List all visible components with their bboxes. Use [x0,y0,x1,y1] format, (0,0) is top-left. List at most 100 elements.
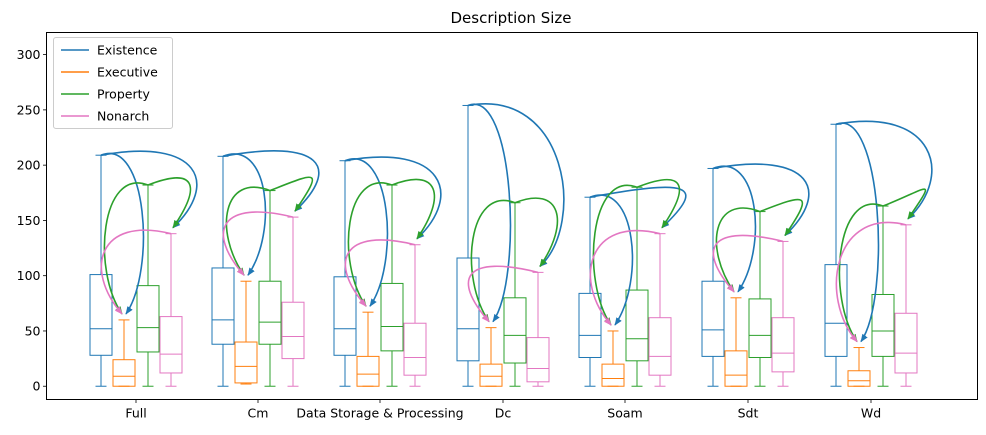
box-nonarch [403,244,427,387]
box-body [771,317,795,373]
plot-area: 0 50 100 150 200 250 300 Full Cm Data Storage & P… [17,47,933,421]
box-body [258,280,282,345]
legend-label: Executive [97,65,158,80]
box-property [748,211,772,387]
arrow-nonarch-to-executive [222,211,294,276]
box-existence [333,160,357,387]
box-body [871,293,895,357]
y-tick-label: 50 [25,323,41,338]
box-property [258,190,282,387]
arrow-existence-to-executive [589,194,634,326]
box-property [136,184,160,387]
arrow-existence-to-nonarch [100,150,198,229]
arrow-existence-to-executive [835,122,880,343]
arrow-property-to-nonarch [269,176,314,212]
arrow-nonarch-to-executive [712,234,784,293]
box-existence [701,167,725,387]
arrow-property-to-executive [103,182,149,315]
arrow-existence-to-nonarch [589,186,687,229]
legend: Existence Executive Property Nonarch [53,37,173,129]
chart-title: Description Size [451,9,572,27]
arrow-existence-to-nonarch [222,150,320,212]
arrow-existence-to-nonarch [344,156,442,240]
box-existence [456,104,480,387]
arrow-property-to-nonarch [391,178,436,240]
box-body [748,298,772,358]
arrow-existence-to-executive [344,158,389,307]
arrow-property-to-nonarch [759,198,804,237]
box-executive [847,347,871,387]
y-tick-label: 250 [17,102,41,117]
box-body [333,276,357,356]
arrow-property-to-executive [347,182,393,307]
box-body [526,337,550,383]
box-executive [234,280,258,385]
box-body [601,363,625,387]
box-body [211,267,235,345]
arrow-property-to-executive [470,199,516,323]
box-executive [601,330,625,387]
box-body [403,322,427,376]
arrow-property-to-nonarch [147,177,192,229]
arrow-property-to-executive [838,203,884,343]
x-tick-label: Full [125,406,146,421]
box-property [625,186,649,387]
box-body [824,264,848,357]
box-body [281,301,305,360]
arrow-nonarch-to-executive [835,221,907,343]
arrow-existence-to-nonarch [835,120,933,220]
box-body [112,359,136,387]
arrow-existence-to-executive [712,165,757,293]
box-body [648,317,672,376]
box-body [234,341,258,384]
box-property [380,184,404,387]
box-body [136,285,160,353]
arrow-existence-to-executive [467,103,512,323]
arrow-property-to-executive [225,186,271,276]
legend-label: Existence [97,43,158,58]
box-body [380,282,404,352]
arrow-property-to-nonarch [636,178,681,229]
box-nonarch [894,224,918,387]
x-tick-label: Data Storage & Processing [296,406,463,421]
box-body [578,292,602,358]
arrow-property-to-executive [715,207,761,293]
arrow-existence-to-executive [100,152,145,315]
box-body [89,274,113,356]
box-existence [211,155,235,387]
x-tick-label: Cm [248,406,269,421]
arrow-property-to-nonarch [882,188,927,220]
box-executive [112,319,136,387]
arrow-existence-to-executive [222,153,267,276]
y-tick-label: 0 [33,379,41,394]
box-property [503,202,527,387]
x-tick-label: Soam [607,406,642,421]
arrow-property-to-nonarch [514,197,559,268]
box-nonarch [648,233,672,387]
axes-frame [46,32,978,400]
y-tick-label: 300 [17,47,41,62]
arrow-nonarch-to-executive [344,239,416,307]
y-tick-label: 150 [17,213,41,228]
box-property [871,205,895,387]
box-body [356,355,380,387]
y-tick-label: 100 [17,268,41,283]
box-body [894,312,918,374]
box-body [625,289,649,362]
box-executive [479,327,503,387]
y-tick-label: 200 [17,158,41,173]
box-body [456,257,480,362]
box-nonarch [526,271,550,387]
legend-label: Nonarch [97,109,149,124]
x-tick-label: Dc [495,406,512,421]
box-body [701,280,725,357]
box-nonarch [159,233,183,387]
arrow-property-to-executive [592,184,638,326]
box-executive [356,311,380,387]
arrow-existence-to-nonarch [467,103,565,267]
x-tick-label: Sdt [738,406,759,421]
box-nonarch [771,240,795,387]
box-body [479,363,503,387]
box-nonarch [281,216,305,387]
